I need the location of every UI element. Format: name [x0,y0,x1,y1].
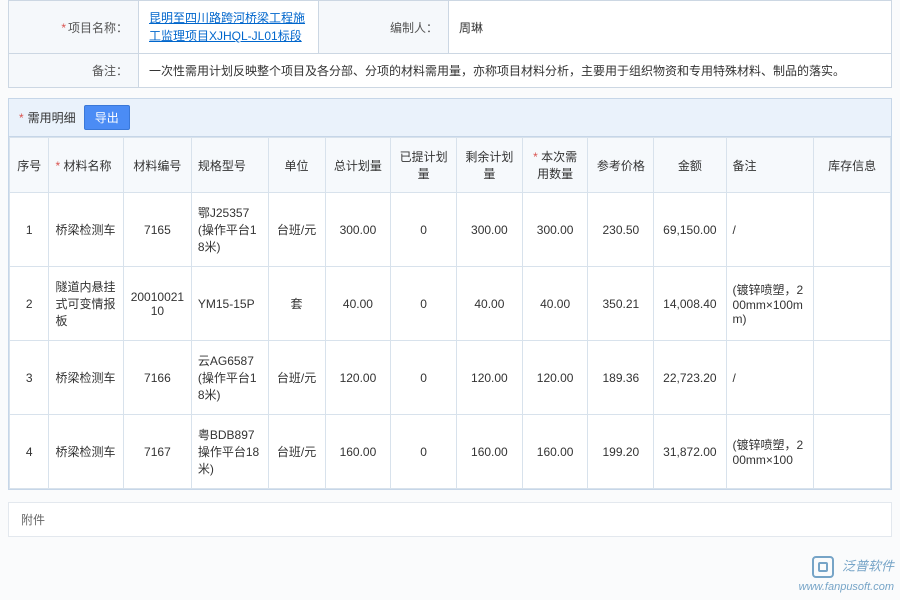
watermark-url: www.fanpusoft.com [799,581,894,593]
remark-value: 一次性需用计划反映整个项目及各分部、分项的材料需用量，亦称项目材料分析，主要用于… [139,54,892,88]
col-amount: 金额 [654,138,726,193]
cell: 台班/元 [268,193,325,267]
detail-header-row: 序号 材料名称 材料编号 规格型号 单位 总计划量 已提计划量 剩余计划量 本次… [10,138,891,193]
cell: YM15-15P [191,267,268,341]
cell: 7166 [123,341,191,415]
project-name-label: 项目名称： [9,1,139,54]
cell: 7167 [123,415,191,489]
table-row[interactable]: 1桥梁检测车7165鄂J25357 (操作平台18米)台班/元300.00030… [10,193,891,267]
col-unit: 单位 [268,138,325,193]
project-link[interactable]: 昆明至四川路跨河桥梁工程施工监理项目XJHQL-JL01标段 [149,11,305,43]
cell [814,415,891,489]
cell: 300.00 [522,193,588,267]
detail-table-wrap: 序号 材料名称 材料编号 规格型号 单位 总计划量 已提计划量 剩余计划量 本次… [8,136,892,490]
detail-table: 序号 材料名称 材料编号 规格型号 单位 总计划量 已提计划量 剩余计划量 本次… [9,137,891,489]
col-note: 备注 [726,138,814,193]
cell: 1 [10,193,49,267]
watermark: 泛普软件 www.fanpusoft.com [799,556,894,594]
cell: 台班/元 [268,415,325,489]
cell: 350.21 [588,267,654,341]
cell: 桥梁检测车 [49,341,124,415]
cell [814,341,891,415]
cell: 0 [391,267,457,341]
table-row[interactable]: 3桥梁检测车7166云AG6587 (操作平台18米)台班/元120.00012… [10,341,891,415]
cell: (镀锌喷塑，200mm×100mm) [726,267,814,341]
cell: 160.00 [325,415,391,489]
cell: 云AG6587 (操作平台18米) [191,341,268,415]
cell: 31,872.00 [654,415,726,489]
cell: 120.00 [457,341,523,415]
cell: 4 [10,415,49,489]
project-name-value: 昆明至四川路跨河桥梁工程施工监理项目XJHQL-JL01标段 [139,1,319,54]
cell: 0 [391,415,457,489]
watermark-logo-icon [812,556,834,578]
watermark-brand: 泛普软件 [842,558,894,573]
col-name: 材料名称 [49,138,124,193]
detail-section-header: 需用明细 导出 [8,98,892,136]
cell: 2 [10,267,49,341]
table-row[interactable]: 4桥梁检测车7167粤BDB897操作平台18米)台班/元160.000160.… [10,415,891,489]
cell: 台班/元 [268,341,325,415]
compiler-label: 编制人： [319,1,449,54]
cell: / [726,341,814,415]
cell: 14,008.40 [654,267,726,341]
cell: 120.00 [522,341,588,415]
cell: 40.00 [457,267,523,341]
cell: 189.36 [588,341,654,415]
export-button[interactable]: 导出 [84,105,130,130]
cell: 桥梁检测车 [49,193,124,267]
cell: 粤BDB897操作平台18米) [191,415,268,489]
project-info-table: 项目名称： 昆明至四川路跨河桥梁工程施工监理项目XJHQL-JL01标段 编制人… [8,0,892,88]
compiler-value: 周琳 [449,1,892,54]
cell: 隧道内悬挂式可变情报板 [49,267,124,341]
col-remain: 剩余计划量 [457,138,523,193]
col-stock: 库存信息 [814,138,891,193]
col-seq: 序号 [10,138,49,193]
col-code: 材料编号 [123,138,191,193]
cell: 300.00 [457,193,523,267]
col-issued: 已提计划量 [391,138,457,193]
cell: 69,150.00 [654,193,726,267]
cell: 鄂J25357 (操作平台18米) [191,193,268,267]
cell [814,267,891,341]
cell: (镀锌喷塑，200mm×100 [726,415,814,489]
cell: 120.00 [325,341,391,415]
cell: 160.00 [522,415,588,489]
col-current: 本次需用数量 [522,138,588,193]
col-total: 总计划量 [325,138,391,193]
cell: 22,723.20 [654,341,726,415]
cell: 40.00 [325,267,391,341]
col-spec: 规格型号 [191,138,268,193]
cell: 300.00 [325,193,391,267]
cell: 40.00 [522,267,588,341]
attachment-section: 附件 [8,502,892,537]
cell: 2001002110 [123,267,191,341]
cell: 199.20 [588,415,654,489]
remark-label: 备注： [9,54,139,88]
attachment-label: 附件 [21,513,45,527]
cell: 0 [391,341,457,415]
cell: 桥梁检测车 [49,415,124,489]
col-price: 参考价格 [588,138,654,193]
cell [814,193,891,267]
cell: 7165 [123,193,191,267]
cell: 0 [391,193,457,267]
cell: 230.50 [588,193,654,267]
cell: 套 [268,267,325,341]
cell: 3 [10,341,49,415]
cell: / [726,193,814,267]
table-row[interactable]: 2隧道内悬挂式可变情报板2001002110YM15-15P套40.00040.… [10,267,891,341]
cell: 160.00 [457,415,523,489]
detail-section-title: 需用明细 [19,109,76,126]
